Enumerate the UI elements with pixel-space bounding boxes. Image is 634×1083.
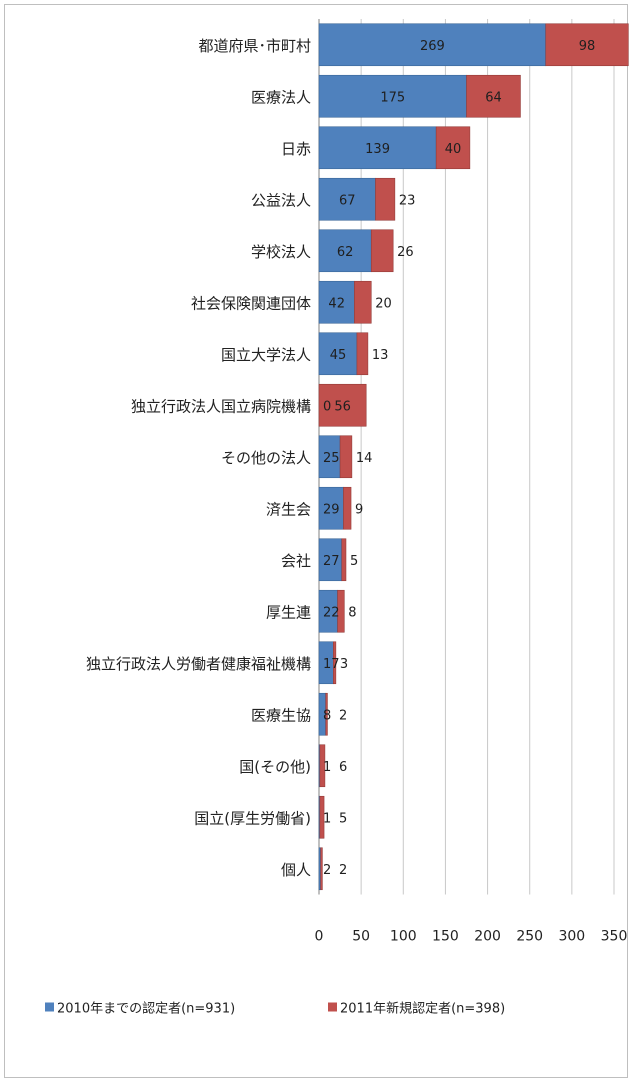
- data-label-2010: 67: [339, 193, 356, 208]
- category-label: 国立大学法人: [221, 346, 311, 364]
- category-label: 医療法人: [251, 88, 311, 106]
- category-label: 独立行政法人国立病院機構: [131, 397, 311, 415]
- data-label-2011: 56: [334, 399, 351, 414]
- category-label: 都道府県･市町村: [198, 37, 311, 55]
- data-label-2010: 17: [323, 657, 340, 672]
- category-label: 医療生協: [251, 706, 311, 724]
- x-tick-label: 350: [601, 929, 628, 945]
- bar-2011: [466, 74, 521, 118]
- data-label-2010: 25: [323, 451, 340, 466]
- category-label: 個人: [281, 861, 311, 879]
- bar-2011: [341, 538, 347, 582]
- bar-2011: [337, 589, 345, 633]
- data-label-2010: 42: [328, 296, 345, 311]
- data-label-2011: 14: [356, 451, 373, 466]
- bar-2010: [318, 74, 467, 118]
- bar-2011: [545, 23, 629, 67]
- data-label-2011: 23: [399, 193, 416, 208]
- x-tick-label: 0: [315, 929, 324, 945]
- data-label-2011: 8: [348, 605, 356, 620]
- data-label-2010: 269: [420, 39, 445, 54]
- data-label-2010: 1: [323, 811, 331, 826]
- bar-2011: [318, 383, 367, 427]
- bar-2011: [435, 126, 471, 170]
- x-tick-label: 250: [516, 929, 543, 945]
- category-label: 学校法人: [251, 243, 311, 261]
- data-label-2010: 139: [365, 142, 390, 157]
- bar-2010: [318, 177, 376, 221]
- bar-2011: [343, 486, 352, 530]
- data-label-2011: 9: [355, 502, 363, 517]
- legend: 2010年までの認定者(n=931) 2011年新規認定者(n=398): [45, 1001, 505, 1017]
- data-label-2011: 26: [397, 245, 414, 260]
- legend-label-2011: 2011年新規認定者(n=398): [340, 1001, 505, 1017]
- x-tick-label: 50: [352, 929, 370, 945]
- data-label-2010: 8: [323, 708, 331, 723]
- bar-2010: [318, 280, 355, 324]
- category-label: 独立行政法人労働者健康福祉機構: [86, 655, 311, 673]
- category-label: 会社: [281, 552, 311, 570]
- x-tick-label: 200: [474, 929, 501, 945]
- bar-2011: [320, 847, 323, 891]
- x-tick-labels: 0 50 100 150 200 250 300 350: [315, 929, 628, 945]
- category-labels: 都道府県･市町村医療法人日赤公益法人学校法人社会保険関連団体国立大学法人独立行政…: [86, 37, 311, 879]
- data-label-2010: 1: [323, 760, 331, 775]
- bar-2011: [333, 641, 337, 685]
- x-tick-label: 300: [558, 929, 585, 945]
- chart-frame: 269 98 175 64 139 40 67 23 62 26 42 20 45 13 0 56 25 14 29…: [4, 4, 629, 1078]
- data-label-2011: 64: [485, 90, 502, 105]
- bar-2010: [318, 486, 344, 530]
- data-label-2011: 98: [579, 39, 596, 54]
- legend-swatch-2010: [45, 1002, 54, 1012]
- category-label: 厚生連: [266, 603, 311, 621]
- bar-2011: [356, 332, 369, 376]
- data-label-2011: 13: [372, 348, 389, 363]
- data-label-2010: 62: [337, 245, 354, 260]
- legend-label-2010: 2010年までの認定者(n=931): [57, 1001, 235, 1017]
- bar-2010: [318, 23, 547, 67]
- category-label: 国(その他): [239, 758, 311, 776]
- data-label-2011: 6: [339, 760, 347, 775]
- data-label-2011: 2: [339, 863, 347, 878]
- data-label-2010: 45: [330, 348, 347, 363]
- data-label-2011: 40: [445, 142, 462, 157]
- data-label-2010: 22: [323, 605, 340, 620]
- bar-2011: [370, 229, 394, 273]
- data-label-2011: 2: [339, 708, 347, 723]
- bar-2011: [319, 744, 326, 788]
- x-tick-label: 100: [390, 929, 417, 945]
- bar-2011: [339, 435, 353, 479]
- bar-2011: [325, 692, 328, 736]
- bar-2011: [375, 177, 396, 221]
- data-label-2010: 27: [323, 554, 340, 569]
- data-label-2010: 0: [323, 399, 331, 414]
- category-label: 公益法人: [251, 191, 311, 209]
- bar-2010: [318, 229, 372, 273]
- category-label: 社会保険関連団体: [191, 294, 311, 312]
- data-label-2010: 175: [380, 90, 405, 105]
- category-label: 済生会: [266, 500, 311, 518]
- data-label-2010: 2: [323, 863, 331, 878]
- data-label-2011: 5: [350, 554, 358, 569]
- x-tick-label: 150: [432, 929, 459, 945]
- data-label-2011: 5: [339, 811, 347, 826]
- data-label-2011: 3: [340, 657, 348, 672]
- data-label-2011: 20: [375, 296, 392, 311]
- category-label: 国立(厚生労働省): [194, 809, 311, 827]
- bar-2011: [354, 280, 372, 324]
- category-label: 日赤: [281, 140, 311, 158]
- category-label: その他の法人: [221, 449, 311, 467]
- legend-swatch-2011: [328, 1002, 337, 1012]
- data-label-2010: 29: [323, 502, 340, 517]
- bar-2011: [319, 795, 325, 839]
